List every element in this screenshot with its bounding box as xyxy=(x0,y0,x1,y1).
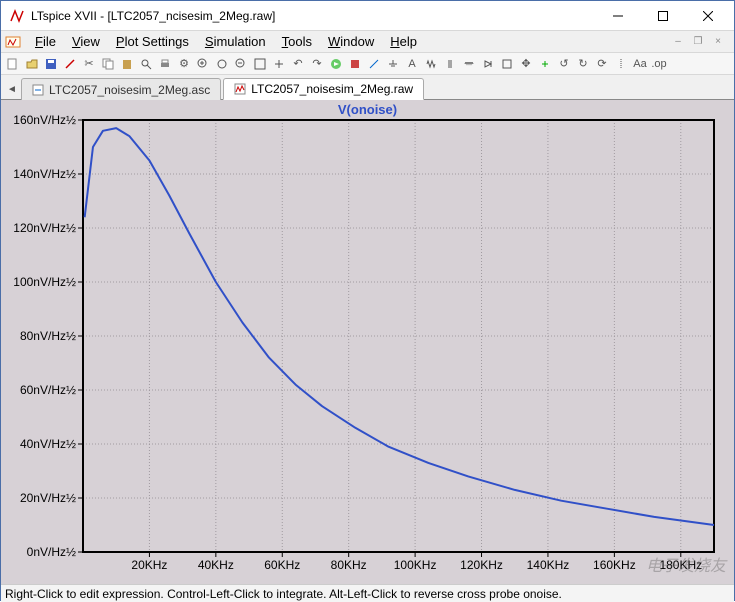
menu-tools[interactable]: Tools xyxy=(274,34,320,49)
undo-tool[interactable]: ↺ xyxy=(556,56,572,72)
svg-text:60nV/Hz½: 60nV/Hz½ xyxy=(20,383,76,397)
back-tool[interactable]: ↶ xyxy=(290,56,306,72)
statusbar: Right-Click to edit expression. Control-… xyxy=(1,584,734,602)
tab-ltc2057-noisesim-2meg-raw[interactable]: LTC2057_noisesim_2Meg.raw xyxy=(223,78,424,100)
search-tool[interactable] xyxy=(138,56,154,72)
spice-tool[interactable]: .op xyxy=(651,56,667,72)
app-icon xyxy=(9,8,25,24)
inductor-tool[interactable] xyxy=(461,56,477,72)
wire-tool[interactable] xyxy=(366,56,382,72)
menu-window[interactable]: Window xyxy=(320,34,382,49)
svg-text:40KHz: 40KHz xyxy=(198,558,234,572)
diode-tool[interactable] xyxy=(480,56,496,72)
titlebar: LTspice XVII - [LTC2057_ncisesim_2Meg.ra… xyxy=(1,1,734,31)
document-tabs: ◄ LTC2057_noisesim_2Meg.asc LTC2057_noise… xyxy=(1,75,734,100)
status-text: Right-Click to edit expression. Control-… xyxy=(5,587,562,601)
svg-text:140KHz: 140KHz xyxy=(527,558,570,572)
menu-file[interactable]: File xyxy=(27,34,64,49)
menu-help[interactable]: Help xyxy=(382,34,425,49)
menu-simulation[interactable]: Simulation xyxy=(197,34,274,49)
open-tool[interactable] xyxy=(24,56,40,72)
run-tool[interactable] xyxy=(328,56,344,72)
tab-label: LTC2057_noisesim_2Meg.raw xyxy=(251,82,413,96)
svg-text:20KHz: 20KHz xyxy=(131,558,167,572)
toolbar: ✂ ⚙ ↶ ↷ A ✥ ↺ ↻ ⟳ Aa .op xyxy=(1,53,734,75)
move-tool[interactable]: ✥ xyxy=(518,56,534,72)
text-tool[interactable]: Aa xyxy=(632,56,648,72)
probe-tool[interactable] xyxy=(62,56,78,72)
save-tool[interactable] xyxy=(43,56,59,72)
svg-text:80nV/Hz½: 80nV/Hz½ xyxy=(20,329,76,343)
print-tool[interactable] xyxy=(157,56,173,72)
new-schematic-tool[interactable] xyxy=(5,56,21,72)
svg-text:160KHz: 160KHz xyxy=(593,558,636,572)
menu-icon xyxy=(5,34,21,50)
menu-view[interactable]: View xyxy=(64,34,108,49)
svg-text:80KHz: 80KHz xyxy=(331,558,367,572)
svg-text:60KHz: 60KHz xyxy=(264,558,300,572)
tab-label: LTC2057_noisesim_2Meg.asc xyxy=(49,83,210,97)
window-title: LTspice XVII - [LTC2057_ncisesim_2Meg.ra… xyxy=(31,9,595,23)
pan-tool[interactable] xyxy=(214,56,230,72)
autorange-tool[interactable] xyxy=(271,56,287,72)
window-buttons xyxy=(595,1,730,30)
label-tool[interactable]: A xyxy=(404,56,420,72)
paste-tool[interactable] xyxy=(119,56,135,72)
svg-text:160nV/Hz½: 160nV/Hz½ xyxy=(13,113,76,127)
drag-tool[interactable] xyxy=(537,56,553,72)
close-button[interactable] xyxy=(685,1,730,30)
menu-items: FileViewPlot SettingsSimulationToolsWind… xyxy=(27,34,425,49)
copy-tool[interactable] xyxy=(100,56,116,72)
minimize-button[interactable] xyxy=(595,1,640,30)
halt-tool[interactable] xyxy=(347,56,363,72)
svg-text:120KHz: 120KHz xyxy=(460,558,503,572)
forward-tool[interactable]: ↷ xyxy=(309,56,325,72)
setup-tool[interactable]: ⚙ xyxy=(176,56,192,72)
mdi-close-button[interactable]: × xyxy=(710,34,726,50)
svg-text:120nV/Hz½: 120nV/Hz½ xyxy=(13,221,76,235)
svg-text:100nV/Hz½: 100nV/Hz½ xyxy=(13,275,76,289)
schematic-icon xyxy=(32,84,44,96)
zoom-in-tool[interactable] xyxy=(195,56,211,72)
mirror-tool[interactable] xyxy=(613,56,629,72)
capacitor-tool[interactable] xyxy=(442,56,458,72)
ground-tool[interactable] xyxy=(385,56,401,72)
maximize-button[interactable] xyxy=(640,1,685,30)
mdi-restore-button[interactable]: ❐ xyxy=(690,34,706,50)
zoom-fit-tool[interactable] xyxy=(252,56,268,72)
resistor-tool[interactable] xyxy=(423,56,439,72)
zoom-out-tool[interactable] xyxy=(233,56,249,72)
plot-area[interactable]: V(onoise) 0nV/Hz½20nV/Hz½40nV/Hz½60nV/Hz… xyxy=(1,100,734,584)
svg-text:40nV/Hz½: 40nV/Hz½ xyxy=(20,437,76,451)
menu-plot-settings[interactable]: Plot Settings xyxy=(108,34,197,49)
redo-tool[interactable]: ↻ xyxy=(575,56,591,72)
waveform-icon xyxy=(234,83,246,95)
tab-scroll-left[interactable]: ◄ xyxy=(5,79,19,99)
svg-text:140nV/Hz½: 140nV/Hz½ xyxy=(13,167,76,181)
cut-tool[interactable]: ✂ xyxy=(81,56,97,72)
mdi-minimize-button[interactable]: – xyxy=(670,34,686,50)
menubar: FileViewPlot SettingsSimulationToolsWind… xyxy=(1,31,734,53)
svg-text:0nV/Hz½: 0nV/Hz½ xyxy=(27,545,76,559)
rotate-tool[interactable]: ⟳ xyxy=(594,56,610,72)
watermark: 电子发烧友 xyxy=(646,552,726,576)
svg-text:20nV/Hz½: 20nV/Hz½ xyxy=(20,491,76,505)
tab-ltc2057-noisesim-2meg-asc[interactable]: LTC2057_noisesim_2Meg.asc xyxy=(21,78,221,100)
svg-text:100KHz: 100KHz xyxy=(394,558,437,572)
component-tool[interactable] xyxy=(499,56,515,72)
mdi-buttons: – ❐ × xyxy=(670,34,730,50)
